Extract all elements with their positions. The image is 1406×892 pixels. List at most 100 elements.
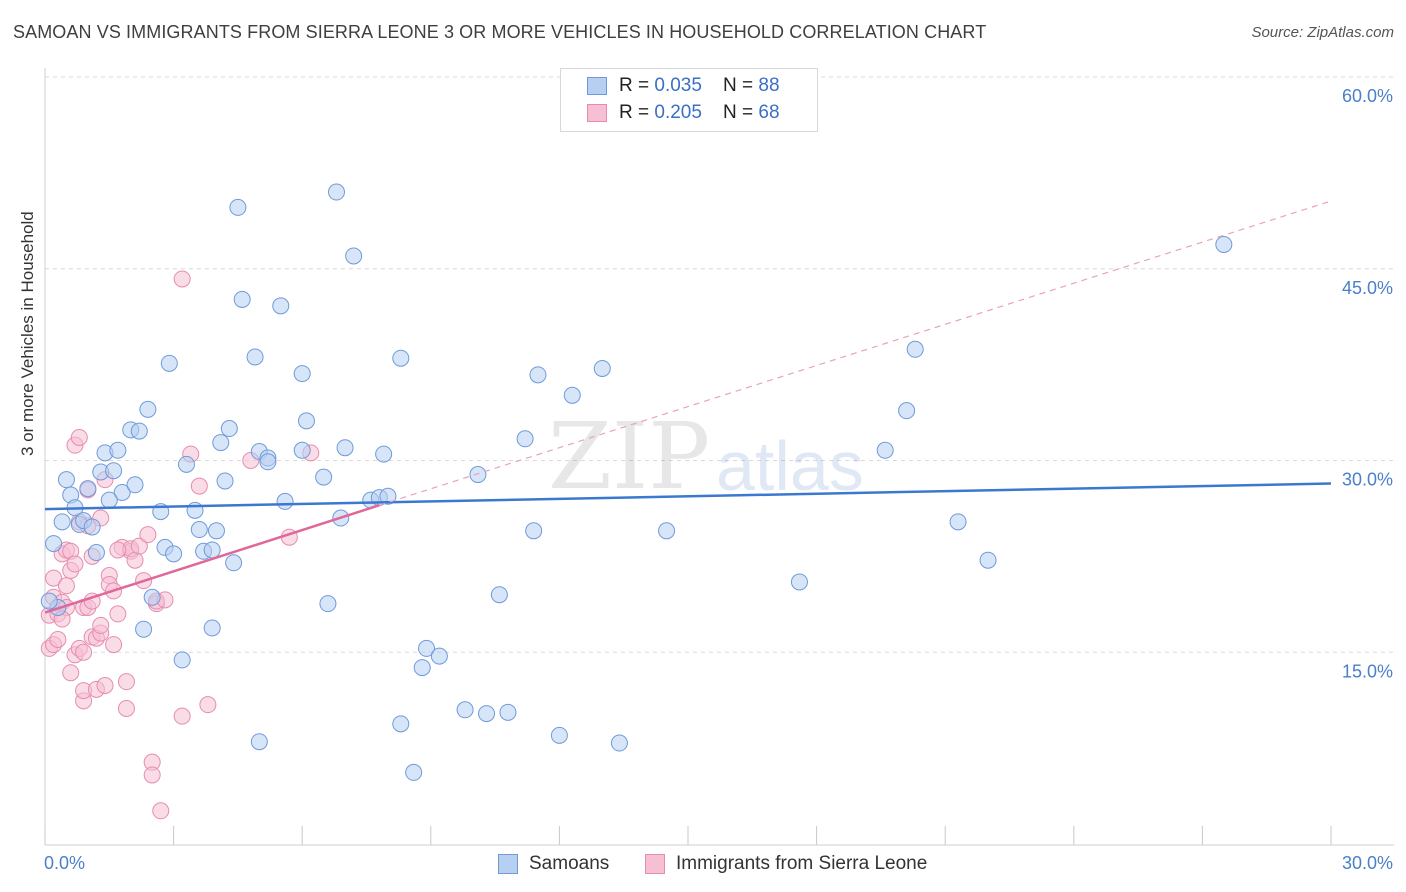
samoan-point: [469, 466, 487, 484]
y-axis-label: 3 or more Vehicles in Household: [18, 211, 37, 456]
sierra-leone-point: [173, 270, 191, 288]
sierra-leone-trend-line: [44, 504, 380, 614]
legend-r-value: 0.205: [654, 102, 702, 123]
samoan-point: [876, 441, 894, 459]
samoan-point: [979, 551, 997, 569]
samoan-point: [906, 340, 924, 358]
samoan-point: [109, 441, 127, 459]
samoan-point: [173, 651, 191, 669]
sierra-leone-point: [152, 802, 170, 820]
sierra-leone-point: [92, 616, 110, 634]
legend-swatch-pink: [587, 104, 607, 122]
samoan-point: [225, 554, 243, 572]
sierra-leone-point: [117, 699, 135, 717]
samoan-point: [478, 705, 496, 723]
sierra-leone-point: [75, 643, 93, 661]
axes: [44, 68, 1394, 846]
samoan-point: [593, 359, 611, 377]
samoan-point: [40, 592, 58, 610]
sierra-leone-point: [49, 630, 67, 648]
x-tick-label: 30.0%: [1342, 853, 1393, 873]
sierra-leone-point: [130, 537, 148, 555]
watermark-atlas: atlas: [716, 427, 864, 505]
samoan-point: [550, 726, 568, 744]
gridlines: [45, 76, 1394, 653]
samoan-point: [220, 420, 238, 438]
samoan-point: [490, 586, 508, 604]
sierra-leone-point: [190, 477, 208, 495]
legend-r-label: R =: [619, 102, 655, 123]
sierra-leone-point: [143, 766, 161, 784]
samoan-point: [658, 522, 676, 540]
samoan-point: [499, 703, 517, 721]
legend-swatch-blue: [587, 77, 607, 95]
samoan-point: [105, 462, 123, 480]
samoan-point: [100, 491, 118, 509]
samoan-point: [259, 453, 277, 471]
samoan-point: [130, 422, 148, 440]
legend-label-sierra-leone: Immigrants from Sierra Leone: [676, 853, 928, 874]
legend-swatch-pink: [645, 854, 665, 874]
samoan-point: [203, 541, 221, 559]
samoan-point: [790, 573, 808, 591]
sierra-leone-point: [62, 664, 80, 682]
samoan-point: [405, 763, 423, 781]
samoan-point: [79, 480, 97, 498]
samoan-point: [430, 647, 448, 665]
watermark-zip: ZIP: [548, 403, 710, 510]
samoan-point: [246, 348, 264, 366]
y-tick-label: 60.0%: [1342, 86, 1393, 106]
samoan-point: [87, 544, 105, 562]
chart-title: SAMOAN VS IMMIGRANTS FROM SIERRA LEONE 3…: [13, 22, 987, 42]
samoan-point: [203, 619, 221, 637]
sierra-leone-point: [66, 555, 84, 573]
samoan-point: [392, 715, 410, 733]
y-tick-label: 30.0%: [1342, 470, 1393, 490]
sierra-leone-point: [105, 636, 123, 654]
samoan-point: [135, 620, 153, 638]
samoan-point: [949, 513, 967, 531]
legend-r-label: R =: [619, 75, 655, 96]
samoan-point: [336, 439, 354, 457]
x-tick-label: 0.0%: [44, 853, 85, 873]
samoan-point: [250, 733, 268, 751]
sierra-leone-trend-extension: [379, 200, 1332, 506]
samoan-point: [293, 365, 311, 383]
source-label: Source: ZipAtlas.com: [1251, 24, 1394, 41]
samoan-point: [327, 183, 345, 201]
legend-label-samoans: Samoans: [529, 853, 610, 874]
legend-n-value: 68: [758, 102, 780, 123]
sierra-leone-point: [57, 577, 75, 595]
samoan-point: [233, 290, 251, 308]
series-legend: Samoans Immigrants from Sierra Leone: [0, 853, 1406, 877]
samoan-point: [207, 522, 225, 540]
samoan-point: [272, 297, 290, 315]
samoan-point: [898, 402, 916, 420]
samoan-point: [165, 545, 183, 563]
samoan-point: [345, 247, 363, 265]
samoan-point: [563, 386, 581, 404]
tick-labels: 15.0% 30.0% 45.0% 60.0% 0.0% 30.0%: [44, 86, 1393, 873]
legend-n-label: N =: [723, 75, 759, 96]
samoan-point: [456, 701, 474, 719]
samoan-point: [276, 492, 294, 510]
samoan-point: [190, 521, 208, 539]
samoan-point: [160, 354, 178, 372]
samoan-point: [610, 734, 628, 752]
legend-swatch-blue: [498, 854, 518, 874]
samoan-point: [57, 471, 75, 489]
legend-n-label: N =: [723, 102, 759, 123]
samoan-point: [143, 588, 161, 606]
stats-legend: R = 0.035 N = 88 R = 0.205 N = 68: [560, 68, 818, 132]
sierra-leone-point: [109, 605, 127, 623]
legend-n-value: 88: [758, 75, 780, 96]
sierra-leone-point: [96, 676, 114, 694]
sierra-leone-point: [45, 569, 63, 587]
samoan-point: [216, 472, 234, 490]
samoan-trend-line: [44, 482, 1332, 511]
sierra-leone-point: [173, 707, 191, 725]
samoan-point: [413, 659, 431, 677]
sierra-leone-point: [70, 428, 88, 446]
samoan-point: [113, 483, 131, 501]
samoan-point: [319, 595, 337, 613]
